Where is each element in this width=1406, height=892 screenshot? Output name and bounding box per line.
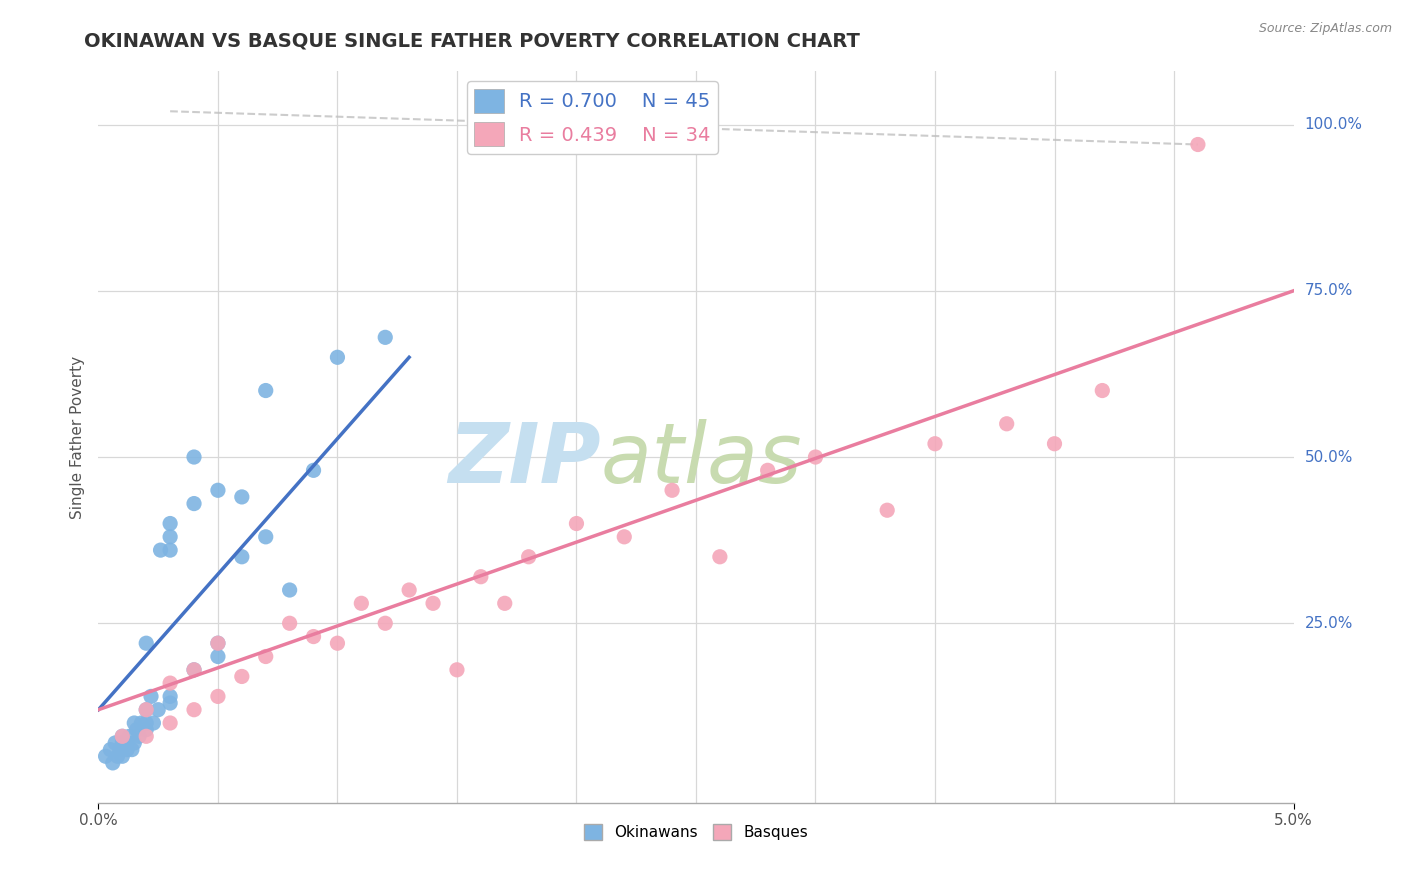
Point — [111, 749, 134, 764]
Point — [131, 716, 153, 731]
Point — [278, 616, 301, 631]
Point — [398, 582, 420, 597]
Point — [142, 716, 165, 731]
Point — [111, 736, 134, 750]
Point — [159, 676, 181, 690]
Text: 50.0%: 50.0% — [1305, 450, 1353, 465]
Point — [115, 742, 138, 756]
Point — [326, 636, 349, 650]
Point — [183, 703, 205, 717]
Point — [121, 742, 143, 756]
Point — [107, 749, 129, 764]
Text: ZIP: ZIP — [447, 418, 600, 500]
Point — [111, 729, 134, 743]
Point — [995, 417, 1018, 431]
Y-axis label: Single Father Poverty: Single Father Poverty — [69, 356, 84, 518]
Point — [756, 463, 779, 477]
Point — [159, 716, 181, 731]
Point — [159, 516, 181, 531]
Point — [118, 729, 141, 743]
Point — [207, 649, 229, 664]
Point — [135, 723, 157, 737]
Point — [446, 663, 468, 677]
Point — [1187, 137, 1209, 152]
Point — [565, 516, 588, 531]
Point — [278, 582, 301, 597]
Point — [135, 703, 157, 717]
Point — [374, 616, 396, 631]
Point — [135, 636, 157, 650]
Point — [183, 450, 205, 464]
Point — [207, 690, 229, 704]
Point — [183, 663, 205, 677]
Point — [924, 436, 946, 450]
Text: 25.0%: 25.0% — [1305, 615, 1353, 631]
Text: 100.0%: 100.0% — [1305, 117, 1362, 132]
Point — [135, 703, 157, 717]
Point — [470, 570, 492, 584]
Point — [231, 490, 253, 504]
Point — [115, 736, 138, 750]
Point — [374, 330, 396, 344]
Point — [135, 729, 157, 743]
Point — [124, 736, 146, 750]
Point — [302, 630, 325, 644]
Text: 75.0%: 75.0% — [1305, 284, 1353, 298]
Point — [494, 596, 516, 610]
Point — [149, 543, 172, 558]
Point — [135, 716, 157, 731]
Point — [231, 549, 253, 564]
Point — [183, 663, 205, 677]
Point — [661, 483, 683, 498]
Point — [613, 530, 636, 544]
Point — [94, 749, 117, 764]
Text: atlas: atlas — [600, 418, 801, 500]
Point — [350, 596, 373, 610]
Point — [101, 756, 124, 770]
Point — [125, 723, 148, 737]
Point — [1091, 384, 1114, 398]
Point — [139, 690, 162, 704]
Point — [326, 351, 349, 365]
Point — [108, 742, 131, 756]
Point — [709, 549, 731, 564]
Point — [159, 696, 181, 710]
Text: Source: ZipAtlas.com: Source: ZipAtlas.com — [1258, 22, 1392, 36]
Point — [422, 596, 444, 610]
Text: OKINAWAN VS BASQUE SINGLE FATHER POVERTY CORRELATION CHART: OKINAWAN VS BASQUE SINGLE FATHER POVERTY… — [84, 31, 860, 50]
Point — [804, 450, 827, 464]
Point — [254, 649, 277, 664]
Point — [104, 736, 127, 750]
Point — [302, 463, 325, 477]
Point — [517, 549, 540, 564]
Point — [254, 384, 277, 398]
Point — [207, 636, 229, 650]
Point — [207, 483, 229, 498]
Point — [128, 729, 150, 743]
Point — [183, 497, 205, 511]
Legend: Okinawans, Basques: Okinawans, Basques — [578, 818, 814, 847]
Point — [207, 636, 229, 650]
Point — [254, 530, 277, 544]
Point — [148, 703, 170, 717]
Point — [98, 742, 122, 756]
Point — [159, 530, 181, 544]
Point — [1043, 436, 1066, 450]
Point — [124, 716, 146, 731]
Point — [876, 503, 898, 517]
Point — [231, 669, 253, 683]
Point — [159, 690, 181, 704]
Point — [111, 729, 134, 743]
Point — [159, 543, 181, 558]
